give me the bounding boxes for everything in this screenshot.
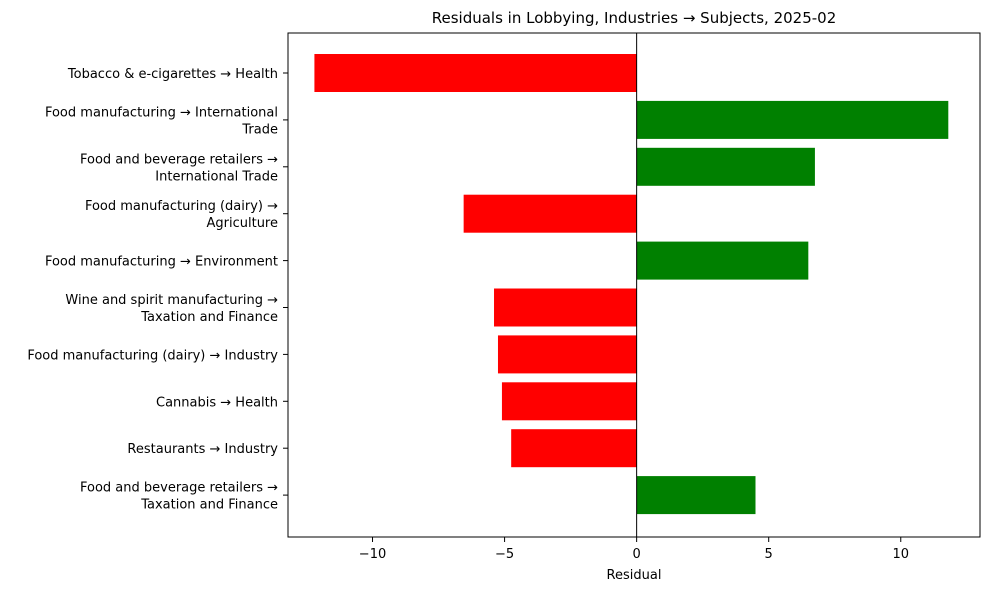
y-tick-label: Wine and spirit manufacturing → Taxation … [65,293,278,325]
y-tick-label-line: International Trade [155,169,278,184]
y-tick-label-line: Restaurants → Industry [127,442,278,457]
y-tick-label-line: Food manufacturing (dairy) → [85,199,278,214]
y-tick-label-line: Food manufacturing (dairy) → Industry [27,348,278,363]
bar [494,288,637,327]
y-tick-label: Restaurants → Industry [127,442,278,457]
bar [511,429,637,468]
x-tick-label: 5 [765,547,773,562]
x-tick-label: −10 [359,547,386,562]
y-tick-label: Food and beverage retailers → Taxation an… [80,481,278,513]
y-tick-label-line: Taxation and Finance [140,310,278,325]
bar [636,147,815,186]
x-tick-label: 0 [633,547,641,562]
y-tick-label-line: Food and beverage retailers → [80,481,278,496]
bar [636,100,949,139]
bar [463,194,637,233]
y-tick-label-line: Food manufacturing → Environment [45,255,278,270]
y-tick-label-line: Taxation and Finance [140,498,278,513]
y-tick-label-line: Tobacco & e-cigarettes → Health [67,67,278,82]
y-tick-label-line: Cannabis → Health [156,395,278,410]
y-tick-label: Cannabis → Health [156,395,278,410]
bar [501,382,637,421]
y-tick-label-line: Food manufacturing → International [45,105,278,120]
bars-group [314,54,949,515]
y-tick-label-line: Food and beverage retailers → [80,152,278,167]
bar [636,241,809,280]
y-tick-label: Food and beverage retailers → Internation… [80,152,278,184]
x-axis-ticks: −10 −5 0 5 10 [359,537,909,562]
x-tick-label: −5 [495,547,514,562]
chart-title: Residuals in Lobbying, Industries → Subj… [432,9,837,27]
x-axis-label: Residual [607,568,662,583]
y-tick-label: Tobacco & e-cigarettes → Health [67,67,278,82]
bar [497,335,637,374]
y-tick-label-line: Wine and spirit manufacturing → [65,293,278,308]
y-axis-ticks: Tobacco & e-cigarettes → Health Food manu… [27,67,288,513]
bar [314,54,637,92]
y-tick-label: Food manufacturing → Environment [45,255,278,270]
y-tick-label-line: Trade [241,122,278,137]
y-tick-label: Food manufacturing (dairy) → Agriculture [85,199,278,231]
plot-frame [287,32,981,538]
bar [636,476,756,515]
x-tick-label: 10 [892,547,909,562]
y-tick-label: Food manufacturing → International Trade [45,105,278,137]
y-tick-label: Food manufacturing (dairy) → Industry [27,348,278,363]
y-tick-label-line: Agriculture [207,216,279,231]
